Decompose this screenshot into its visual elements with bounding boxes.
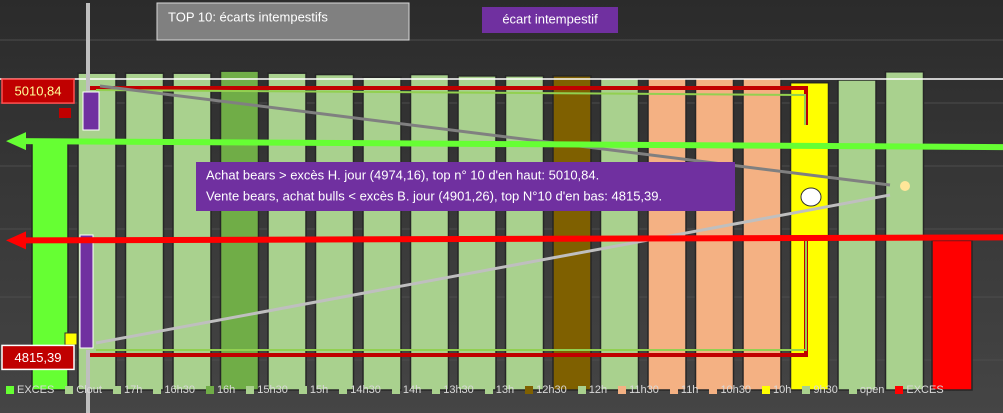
exces-arrow (6, 231, 26, 250)
legend-item: 15h30 (246, 384, 288, 396)
legend-item: 15h (298, 384, 329, 396)
legend-label: 11h30 (629, 384, 659, 396)
annotation-box (196, 162, 735, 211)
bar (219, 70, 260, 391)
exces-arrow (6, 132, 26, 151)
bar (742, 77, 782, 391)
title-box (156, 2, 410, 41)
legend-swatch (484, 386, 493, 394)
legend-swatch (525, 386, 534, 394)
legend-item: EXCES (6, 384, 54, 396)
legend-item: 13h (484, 384, 515, 396)
legend-label: 15h30 (257, 384, 288, 396)
legend-swatch (391, 386, 400, 394)
legend-item: 10h30 (709, 384, 751, 396)
legend-label: 14h (402, 384, 422, 396)
legend-item: EXCES (895, 384, 944, 396)
marker-box (1, 344, 75, 371)
legend-swatch (762, 386, 771, 394)
legend-item: 13h30 (432, 384, 474, 396)
legend: EXCES Clout 17h 16h30 16h 15h30 15h 14h30 14h 13h… (6, 384, 944, 396)
annotation: Achat bears > excès H. jour (4974,16), t… (206, 167, 599, 182)
bar (267, 72, 307, 391)
bar (931, 239, 973, 391)
bar (884, 71, 925, 391)
legend-item: 11h30 (618, 384, 659, 396)
legend-item: 16h (205, 384, 236, 396)
bar (694, 77, 735, 391)
legend-label: Clout (76, 384, 102, 396)
marker-label: 4815,39 (15, 350, 62, 365)
legend-item: 12h30 (525, 384, 567, 396)
legend-label: 10h (773, 384, 792, 396)
exces-line (19, 234, 1003, 244)
legend-label: EXCES (906, 384, 944, 396)
bar (552, 75, 592, 391)
legend-swatch (246, 386, 255, 394)
legend-label: EXCES (17, 384, 55, 396)
legend-item: 17h (112, 384, 143, 396)
legend-item: open (848, 384, 885, 396)
bar (599, 77, 640, 391)
exces-line (19, 138, 1003, 151)
legend-item: 12h (577, 384, 608, 396)
legend-swatch (112, 386, 121, 394)
legend-swatch (669, 386, 678, 394)
legend-item: 9h30 (802, 384, 838, 396)
legend-item: 11h (669, 384, 699, 396)
legend-swatch (802, 386, 811, 394)
legend-label: 13h30 (443, 384, 474, 396)
legend-swatch (339, 386, 348, 394)
chart-title: TOP 10: écarts intempestifs (168, 9, 328, 24)
bar (457, 75, 497, 391)
marker-box (1, 78, 75, 104)
legend-swatch (65, 386, 74, 394)
legend-label: 13h (495, 384, 515, 396)
marker-label: 5010,84 (15, 84, 62, 99)
legend-swatch (432, 386, 441, 394)
legend-item: 16h30 (153, 384, 195, 396)
legend-swatch (153, 386, 162, 394)
subtitle-box (482, 7, 618, 33)
legend-label: 12h (588, 384, 608, 396)
legend-label: 12h30 (536, 384, 567, 396)
legend-item: 14h30 (339, 384, 381, 396)
legend-swatch (205, 386, 214, 394)
legend-swatch (618, 386, 627, 394)
legend-item: 10h (762, 384, 791, 396)
legend-swatch (848, 386, 857, 394)
legend-label: 10h30 (720, 384, 752, 396)
legend-label: 14h30 (350, 384, 381, 396)
legend-item: Clout (65, 384, 102, 396)
bar (362, 76, 402, 391)
legend-label: 16h30 (164, 384, 195, 396)
legend-swatch (895, 386, 904, 394)
bar (124, 72, 165, 391)
bar (172, 72, 212, 391)
legend-label: 11h (680, 384, 699, 396)
bar (504, 75, 545, 391)
legend-label: 16h (216, 384, 236, 396)
legend-label: 9h30 (813, 384, 838, 396)
bar (409, 73, 450, 391)
subtitle: écart intempestif (502, 11, 598, 26)
legend-swatch (298, 386, 307, 394)
legend-swatch (577, 386, 586, 394)
legend-swatch (709, 386, 718, 394)
legend-swatch (6, 386, 14, 394)
decorations (0, 3, 1003, 413)
bar (314, 73, 355, 391)
legend-item: 14h (391, 384, 422, 396)
legend-label: 15h (309, 384, 329, 396)
annotation: Vente bears, achat bulls < excès B. jour… (206, 188, 662, 203)
legend-label: 17h (123, 384, 143, 396)
legend-label: open (859, 384, 885, 396)
